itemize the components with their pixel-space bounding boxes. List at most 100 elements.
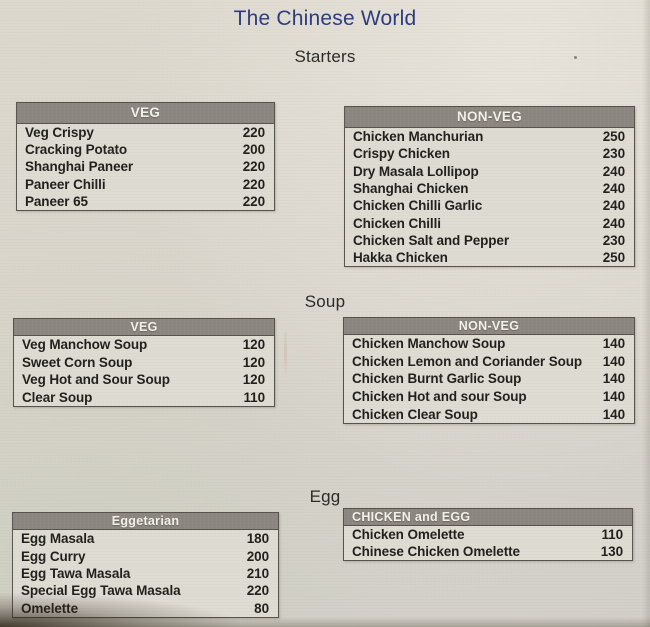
menu-item-row: Veg Crispy 220 — [17, 124, 274, 141]
menu-item-price: 140 — [602, 336, 625, 352]
menu-item-row: Sweet Corn Soup 120 — [14, 354, 274, 372]
section-heading-egg: Egg — [309, 487, 341, 506]
menu-item-price: 130 — [600, 544, 623, 559]
menu-item-row: Clear Soup 110 — [14, 389, 274, 407]
menu-item-name: Chicken Lemon and Coriander Soup — [352, 353, 583, 369]
menu-item-row: Chicken Manchurian 250 — [345, 128, 634, 145]
menu-item-row: Chicken Omelette 110 — [344, 526, 632, 543]
table-header: CHICKEN and EGG — [344, 509, 632, 526]
menu-item-name: Hakka Chicken — [353, 250, 448, 266]
menu-item-name: Chicken Chilli Garlic — [353, 198, 483, 214]
menu-item-price: 200 — [246, 548, 269, 564]
menu-item-price: 140 — [602, 389, 625, 405]
menu-item-price: 110 — [601, 527, 624, 542]
menu-item-name: Clear Soup — [22, 389, 93, 405]
menu-item-row: Crispy Chicken 230 — [345, 145, 634, 162]
menu-item-name: Chicken Omelette — [352, 527, 465, 542]
menu-item-row: Chicken Lemon and Coriander Soup 140 — [344, 353, 634, 371]
soup-nonveg-table: NON-VEG Chicken Manchow Soup 140 Chicken Le… — [343, 317, 635, 424]
menu-item-price: 230 — [602, 146, 625, 162]
photo-edge-shadow — [642, 0, 650, 627]
menu-item-row: Chinese Chicken Omelette 130 — [344, 543, 632, 560]
menu-item-name: Chicken Clear Soup — [352, 406, 478, 422]
menu-item-name: Chicken Manchow Soup — [352, 336, 506, 352]
menu-item-price: 110 — [243, 389, 266, 405]
menu-item-name: Chinese Chicken Omelette — [352, 544, 520, 559]
menu-item-name: Paneer Chilli — [25, 176, 106, 192]
menu-item-name: Chicken Manchurian — [353, 129, 484, 145]
menu-item-row: Egg Masala 180 — [13, 530, 278, 547]
soup-veg-table: VEG Veg Manchow Soup 120 Sweet Corn Soup 120… — [13, 318, 275, 407]
menu-item-name: Chicken Salt and Pepper — [353, 232, 509, 248]
section-heading-starters: Starters — [294, 47, 356, 66]
menu-item-price: 120 — [242, 372, 265, 388]
menu-item-price: 140 — [602, 371, 625, 387]
menu-item-row: Chicken Chilli 240 — [345, 214, 634, 231]
menu-item-price: 220 — [242, 193, 265, 209]
menu-item-row: Egg Tawa Masala 210 — [13, 565, 278, 582]
menu-item-row: Chicken Burnt Garlic Soup 140 — [344, 370, 634, 388]
menu-item-row: Egg Curry 200 — [13, 547, 278, 564]
menu-item-name: Chicken Burnt Garlic Soup — [352, 371, 522, 387]
menu-item-price: 250 — [602, 129, 625, 145]
starters-nonveg-table: NON-VEG Chicken Manchurian 250 Crispy Chick… — [344, 106, 635, 268]
menu-item-name: Dry Masala Lollipop — [353, 163, 479, 179]
menu-item-row: Hakka Chicken 250 — [345, 249, 634, 266]
table-header: NON-VEG — [344, 318, 634, 335]
menu-item-row: Cracking Potato 200 — [17, 141, 274, 158]
menu-item-price: 220 — [242, 176, 265, 192]
menu-item-row: Chicken Hot and sour Soup 140 — [344, 388, 634, 406]
section-heading-soup: Soup — [304, 292, 346, 311]
menu-item-row: Paneer 65 220 — [17, 193, 274, 210]
menu-item-row: Shanghai Chicken 240 — [345, 180, 634, 197]
menu-item-row: Veg Hot and Sour Soup 120 — [14, 371, 274, 389]
eggetarian-table: Eggetarian Egg Masala 180 Egg Curry 200 Egg T… — [12, 512, 279, 618]
menu-item-name: Omelette — [21, 600, 78, 616]
menu-item-row: Omelette 80 — [13, 600, 278, 617]
menu-item-name: Veg Crispy — [25, 125, 94, 141]
menu-item-row: Special Egg Tawa Masala 220 — [13, 582, 278, 599]
menu-item-row: Chicken Clear Soup 140 — [344, 405, 634, 423]
menu-item-price: 220 — [246, 583, 269, 599]
menu-item-row: Paneer Chilli 220 — [17, 176, 274, 193]
table-header: NON-VEG — [345, 107, 634, 128]
menu-item-name: Veg Hot and Sour Soup — [22, 372, 170, 388]
menu-item-name: Crispy Chicken — [353, 146, 450, 162]
photo-edge-shadow — [0, 617, 650, 627]
menu-item-price: 240 — [602, 163, 625, 179]
menu-item-price: 240 — [602, 198, 625, 214]
menu-item-price: 180 — [246, 531, 269, 547]
menu-item-name: Egg Curry — [21, 548, 86, 564]
menu-item-price: 80 — [254, 600, 269, 616]
menu-item-name: Cracking Potato — [25, 142, 128, 158]
menu-item-price: 140 — [602, 406, 625, 422]
menu-item-price: 220 — [242, 125, 265, 141]
menu-item-name: Egg Tawa Masala — [21, 565, 131, 581]
table-header: VEG — [17, 103, 274, 124]
menu-item-name: Chicken Hot and sour Soup — [352, 389, 527, 405]
menu-item-name: Sweet Corn Soup — [22, 354, 133, 370]
menu-item-row: Shanghai Paneer 220 — [17, 158, 274, 175]
starters-veg-table: VEG Veg Crispy 220 Cracking Potato 200 Shangh… — [16, 102, 275, 211]
table-header: VEG — [14, 319, 274, 336]
menu-item-price: 250 — [602, 250, 625, 266]
menu-item-name: Shanghai Paneer — [25, 159, 134, 175]
menu-item-name: Special Egg Tawa Masala — [21, 583, 181, 599]
menu-item-price: 240 — [602, 215, 625, 231]
menu-item-price: 120 — [242, 354, 265, 370]
menu-item-name: Shanghai Chicken — [353, 181, 469, 197]
menu-item-name: Egg Masala — [21, 531, 95, 547]
menu-item-name: Paneer 65 — [25, 193, 88, 209]
menu-item-price: 200 — [242, 142, 265, 158]
table-header: Eggetarian — [13, 513, 278, 530]
menu-item-price: 220 — [242, 159, 265, 175]
menu-item-price: 240 — [602, 181, 625, 197]
menu-item-price: 230 — [602, 232, 625, 248]
menu-item-price: 140 — [602, 353, 625, 369]
chicken-and-egg-table: CHICKEN and EGG Chicken Omelette 110 Chines… — [343, 508, 633, 561]
menu-item-row: Chicken Chilli Garlic 240 — [345, 197, 634, 214]
menu-item-row: Chicken Manchow Soup 140 — [344, 335, 634, 353]
menu-item-name: Chicken Chilli — [353, 215, 441, 231]
menu-item-name: Veg Manchow Soup — [22, 337, 148, 353]
